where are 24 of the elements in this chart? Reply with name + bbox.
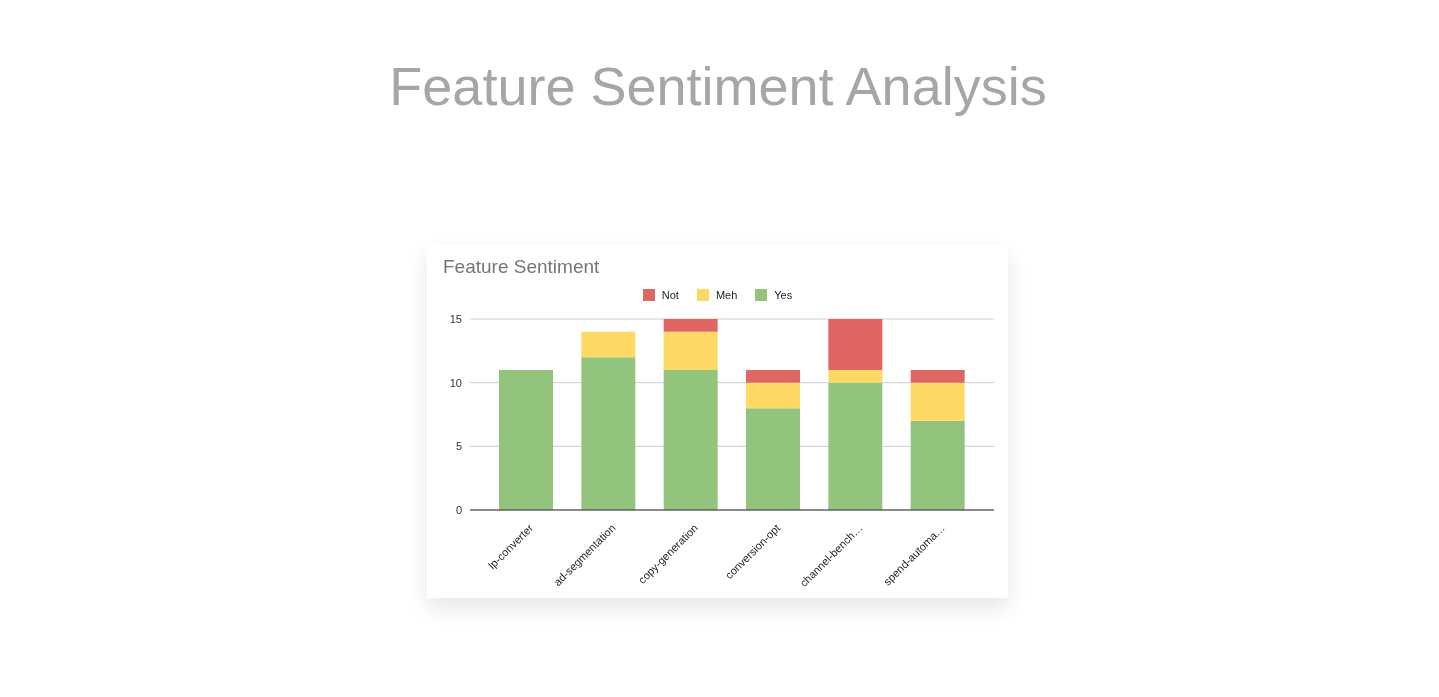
legend-label: Yes [774,289,793,301]
legend-label: Meh [715,289,738,301]
legend-label: Not [661,289,679,301]
bar [828,382,883,510]
bar [828,369,883,383]
bar [746,369,800,383]
chart-title: Feature Sentiment Analysis [388,56,1048,116]
bar [746,382,800,409]
bar [746,408,800,510]
bar [828,319,883,370]
bar [663,319,718,332]
bar [910,420,965,510]
y-tick-label: 10 [449,376,462,389]
bar [663,331,718,370]
y-tick-label: 5 [455,440,462,453]
bar [581,357,636,510]
y-tick-label: 15 [449,312,462,325]
y-tick-label: 0 [455,503,462,516]
bar [581,331,636,358]
chart-subtitle: Feature Sentiment [443,256,600,277]
bar [663,369,718,510]
bar [499,369,553,510]
bar [910,382,965,421]
bar [910,369,965,383]
